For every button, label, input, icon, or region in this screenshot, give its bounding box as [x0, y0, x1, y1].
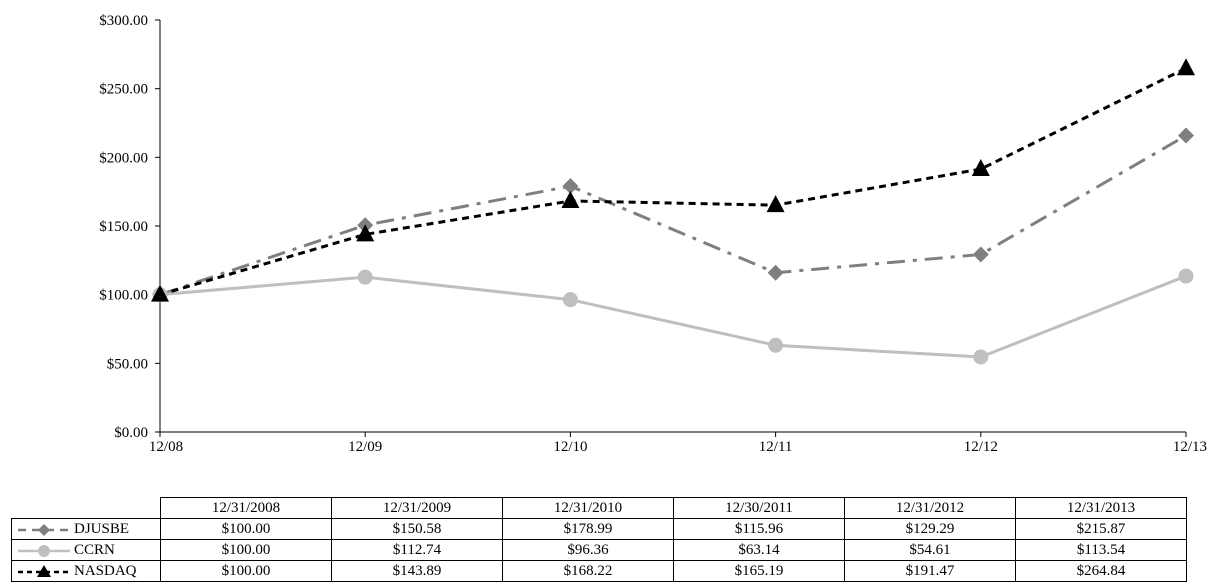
table-cell: $112.74: [331, 539, 503, 561]
legend-entry-nasdaq: NASDAQ: [11, 560, 161, 582]
y-tick-label: $0.00: [114, 425, 148, 441]
legend-label: CCRN: [74, 542, 115, 558]
table-header-row: 12/31/2008 12/31/2009 12/31/2010 12/30/2…: [11, 497, 1187, 519]
y-tick-label: $250.00: [99, 82, 148, 98]
table-header-cell: 12/31/2010: [502, 497, 674, 519]
data-point-ccrn: [357, 269, 373, 285]
data-point-djusbe: [562, 178, 579, 195]
x-tick-label: 12/11: [759, 439, 793, 455]
table-cell: $63.14: [673, 539, 845, 561]
table-cell: $215.87: [1015, 518, 1187, 540]
table-header-cell: 12/30/2011: [673, 497, 845, 519]
series-lines: [159, 66, 1187, 359]
table-header-cell: 12/31/2009: [331, 497, 503, 519]
data-point-nasdaq: [971, 159, 990, 177]
y-tick-label: $100.00: [99, 288, 148, 304]
table-header-cell: 12/31/2008: [160, 497, 332, 519]
data-point-ccrn: [973, 349, 989, 365]
legend-entry-ccrn: CCRN: [11, 539, 161, 561]
data-point-nasdaq: [766, 195, 785, 213]
table-cell: $129.29: [844, 518, 1016, 540]
table-corner-cell: [11, 497, 161, 519]
table-row-nasdaq: NASDAQ $100.00 $143.89 $168.22 $165.19 $…: [11, 560, 1187, 582]
data-point-nasdaq: [561, 190, 580, 208]
table-cell: $150.58: [331, 518, 503, 540]
data-point-ccrn: [1178, 268, 1194, 284]
x-tick-label: 12/10: [553, 439, 587, 455]
table-cell: $100.00: [160, 560, 332, 582]
table-row-djusbe: DJUSBE $100.00 $150.58 $178.99 $115.96 $…: [11, 518, 1187, 540]
table-cell: $191.47: [844, 560, 1016, 582]
table-cell: $100.00: [160, 518, 332, 540]
table-cell: $115.96: [673, 518, 845, 540]
series-line-nasdaq: [159, 66, 1187, 297]
legend-label: DJUSBE: [74, 521, 130, 537]
data-point-ccrn: [768, 337, 784, 353]
y-axis-ticks: $0.00 $50.00 $100.00 $150.00 $200.00 $250.00 $…: [99, 13, 160, 441]
x-tick-label: 12/09: [348, 439, 382, 455]
table-cell: $264.84: [1015, 560, 1187, 582]
table-cell: $143.89: [331, 560, 503, 582]
table-cell: $54.61: [844, 539, 1016, 561]
y-tick-label: $150.00: [99, 219, 148, 235]
table-cell: $100.00: [160, 539, 332, 561]
data-point-nasdaq: [356, 224, 375, 242]
y-tick-label: $200.00: [99, 150, 148, 166]
series-markers: [151, 58, 1195, 365]
line-chart: $0.00 $50.00 $100.00 $150.00 $200.00 $250.00 $…: [99, 13, 1207, 455]
diamond-dash-dot-icon: [18, 523, 70, 536]
triangle-dashed-line-icon: [18, 564, 70, 577]
x-tick-label: 12/12: [964, 439, 998, 455]
table-cell: $96.36: [502, 539, 674, 561]
data-point-nasdaq: [151, 284, 169, 302]
legend-entry-djusbe: DJUSBE: [11, 518, 161, 540]
table-header-cell: 12/31/2012: [844, 497, 1016, 519]
series-line-djusbe: [159, 134, 1187, 297]
y-tick-label: $50.00: [107, 356, 148, 372]
data-point-nasdaq: [1177, 58, 1195, 76]
series-line-ccrn: [159, 274, 1187, 359]
circle-solid-line-icon: [18, 544, 70, 557]
table-row-ccrn: CCRN $100.00 $112.74 $96.36 $63.14 $54.6…: [11, 539, 1187, 561]
table-cell: $113.54: [1015, 539, 1187, 561]
table-header-cell: 12/31/2013: [1015, 497, 1187, 519]
data-point-ccrn: [562, 292, 578, 308]
table-cell: $168.22: [502, 560, 674, 582]
x-tick-label: 12/08: [149, 439, 183, 455]
data-table: 12/31/2008 12/31/2009 12/31/2010 12/30/2…: [11, 497, 1187, 582]
x-tick-label: 12/13: [1173, 439, 1207, 455]
table-cell: $178.99: [502, 518, 674, 540]
x-axis-ticks: 12/08 12/09 12/10 12/11 12/12 12/13: [149, 432, 1207, 455]
data-point-djusbe: [1178, 127, 1194, 144]
y-tick-label: $300.00: [99, 13, 148, 29]
data-point-djusbe: [767, 264, 784, 281]
table-cell: $165.19: [673, 560, 845, 582]
legend-label: NASDAQ: [74, 563, 137, 579]
data-point-djusbe: [972, 246, 989, 263]
